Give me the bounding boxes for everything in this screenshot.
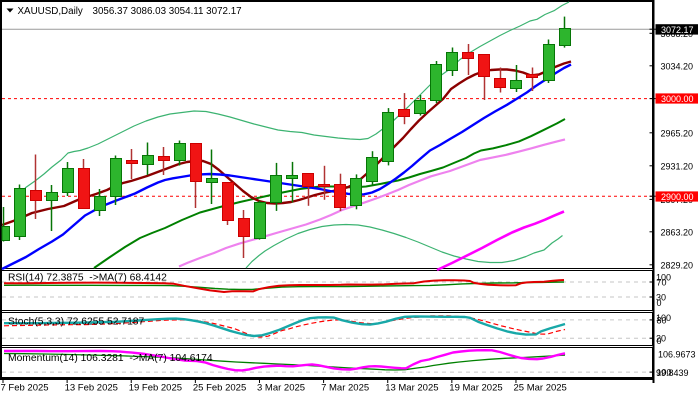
- svg-text:2829.20: 2829.20: [661, 260, 694, 270]
- svg-text:3000.00: 3000.00: [661, 94, 694, 104]
- svg-text:19 Feb 2025: 19 Feb 2025: [129, 383, 182, 394]
- svg-text:99.8439: 99.8439: [656, 368, 689, 378]
- svg-text:0: 0: [657, 336, 662, 346]
- svg-text:2965.20: 2965.20: [661, 128, 694, 138]
- svg-text:3034.20: 3034.20: [661, 61, 694, 71]
- svg-text:3056.37 3086.03 3054.11 3072.1: 3056.37 3086.03 3054.11 3072.17: [93, 6, 242, 17]
- svg-text:13 Mar 2025: 13 Mar 2025: [385, 383, 438, 394]
- svg-text:100: 100: [656, 313, 671, 323]
- svg-text:0: 0: [657, 298, 662, 308]
- svg-text:Momentum(14) 106.3281 ->MA(7): Momentum(14) 106.3281 ->MA(7) 104.6174: [8, 353, 213, 364]
- svg-text:2931.20: 2931.20: [661, 161, 694, 171]
- svg-text:80: 80: [657, 315, 667, 325]
- svg-text:25 Feb 2025: 25 Feb 2025: [193, 383, 246, 394]
- svg-text:2900.00: 2900.00: [661, 192, 694, 202]
- svg-text:106.9673: 106.9673: [658, 349, 696, 359]
- svg-text:25 Mar 2025: 25 Mar 2025: [514, 383, 567, 394]
- svg-text:3 Mar 2025: 3 Mar 2025: [257, 383, 305, 394]
- svg-text:XAUUSD,Daily: XAUUSD,Daily: [18, 6, 83, 17]
- svg-text:2863.20: 2863.20: [661, 227, 694, 237]
- svg-text:20: 20: [656, 334, 666, 344]
- svg-text:13 Feb 2025: 13 Feb 2025: [65, 383, 118, 394]
- svg-text:Stoch(5,3,3) 72.6255 52.7187: Stoch(5,3,3) 72.6255 52.7187: [8, 317, 145, 328]
- svg-text:RSI(14) 72.3875 ->MA(7) 68.41: RSI(14) 72.3875 ->MA(7) 68.4142: [8, 273, 167, 284]
- svg-text:100: 100: [657, 368, 672, 378]
- svg-text:19 Mar 2025: 19 Mar 2025: [449, 383, 502, 394]
- svg-text:3072.17: 3072.17: [661, 25, 694, 35]
- svg-text:7 Mar 2025: 7 Mar 2025: [321, 383, 369, 394]
- svg-text:70: 70: [657, 278, 667, 288]
- svg-text:30: 30: [656, 292, 666, 302]
- svg-text:100: 100: [656, 273, 671, 283]
- svg-text:7 Feb 2025: 7 Feb 2025: [1, 383, 49, 394]
